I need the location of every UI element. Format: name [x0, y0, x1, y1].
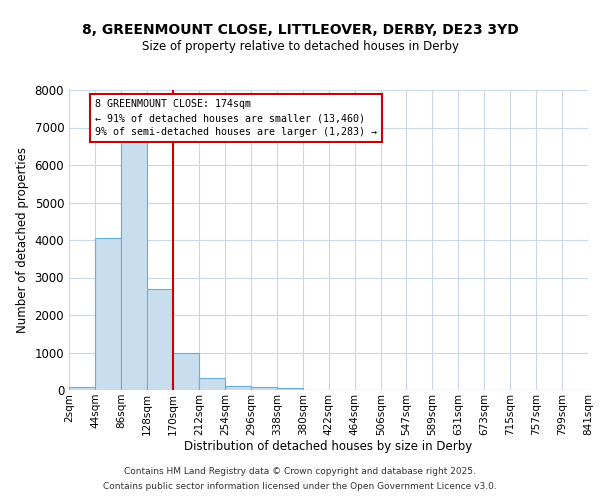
- Bar: [95, 238, 121, 390]
- X-axis label: Distribution of detached houses by size in Derby: Distribution of detached houses by size …: [184, 440, 473, 454]
- Bar: [173, 352, 199, 390]
- Text: 8, GREENMOUNT CLOSE, LITTLEOVER, DERBY, DE23 3YD: 8, GREENMOUNT CLOSE, LITTLEOVER, DERBY, …: [82, 22, 518, 36]
- Text: Size of property relative to detached houses in Derby: Size of property relative to detached ho…: [142, 40, 458, 53]
- Bar: [225, 386, 251, 390]
- Text: 8 GREENMOUNT CLOSE: 174sqm
← 91% of detached houses are smaller (13,460)
9% of s: 8 GREENMOUNT CLOSE: 174sqm ← 91% of deta…: [95, 100, 377, 138]
- Bar: [69, 387, 95, 390]
- Bar: [251, 387, 277, 390]
- Y-axis label: Number of detached properties: Number of detached properties: [16, 147, 29, 333]
- Bar: [147, 289, 173, 390]
- Bar: [199, 378, 225, 390]
- Text: Contains public sector information licensed under the Open Government Licence v3: Contains public sector information licen…: [103, 482, 497, 491]
- Bar: [121, 140, 147, 390]
- Bar: [277, 388, 303, 390]
- Text: Contains HM Land Registry data © Crown copyright and database right 2025.: Contains HM Land Registry data © Crown c…: [124, 467, 476, 476]
